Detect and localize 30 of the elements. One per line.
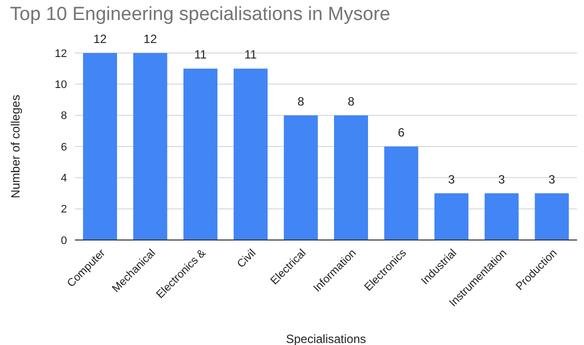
bar [434, 193, 468, 240]
bar [484, 193, 519, 240]
x-tick-label: Civil [235, 247, 258, 270]
data-label: 3 [498, 172, 506, 186]
chart-title: Top 10 Engineering specialisations in Mysore [10, 4, 390, 26]
bar [534, 193, 569, 240]
y-tick-label: 4 [60, 172, 67, 185]
y-tick-label: 2 [60, 204, 67, 216]
data-label: 12 [93, 32, 108, 46]
y-tick-label: 12 [54, 48, 67, 60]
bar [83, 53, 118, 240]
bar [133, 53, 168, 240]
data-label: 11 [244, 48, 258, 62]
data-label: 6 [398, 126, 405, 140]
bar [234, 68, 268, 240]
data-label: 3 [448, 172, 456, 186]
data-label: 8 [348, 94, 355, 108]
y-tick-label: 6 [60, 141, 67, 154]
bar [183, 68, 218, 240]
bar [284, 115, 318, 240]
bar [334, 115, 368, 240]
data-label: 8 [297, 94, 304, 108]
data-label: 11 [194, 48, 207, 62]
data-label: 3 [548, 172, 556, 186]
bar [384, 146, 418, 240]
y-tick-label: 10 [54, 79, 67, 92]
y-tick-label: 0 [60, 234, 67, 247]
y-tick-label: 8 [60, 110, 67, 122]
data-label: 12 [144, 32, 158, 46]
y-axis-title: Number of colleges [8, 94, 22, 198]
